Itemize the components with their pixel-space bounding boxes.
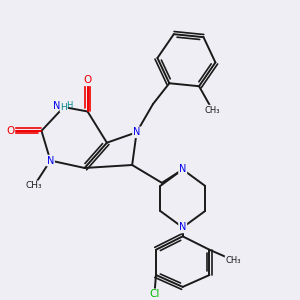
Text: N: N <box>47 155 54 166</box>
Text: Cl: Cl <box>149 289 160 299</box>
Text: O: O <box>6 126 14 136</box>
Text: O: O <box>83 75 92 85</box>
Text: N: N <box>179 164 186 175</box>
Text: H: H <box>60 103 67 112</box>
Text: CH₃: CH₃ <box>226 256 241 265</box>
Text: CH₃: CH₃ <box>26 181 42 190</box>
Text: N: N <box>53 100 60 110</box>
Text: N: N <box>179 222 186 233</box>
Text: CH₃: CH₃ <box>205 106 220 115</box>
Text: N: N <box>133 127 140 137</box>
Text: H: H <box>66 101 72 110</box>
